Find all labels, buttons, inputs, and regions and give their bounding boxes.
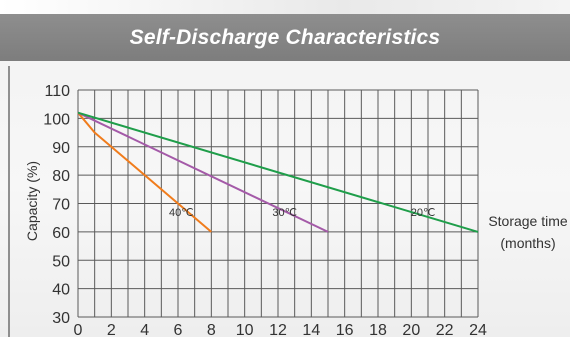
- y-tick-label: 30: [52, 310, 70, 327]
- y-tick-label: 90: [52, 140, 70, 157]
- chart-title: Self-Discharge Characteristics: [129, 25, 441, 49]
- y-tick-label: 50: [52, 253, 70, 270]
- x-tick-label: 24: [469, 322, 487, 337]
- y-tick-label: 40: [52, 282, 70, 299]
- x-axis-label: Storage time: [488, 213, 568, 229]
- page-corner: [0, 0, 570, 14]
- x-axis-unit: (months): [500, 235, 555, 251]
- series-line-40c: [77, 112, 212, 233]
- series-label-20c: 20℃: [411, 207, 436, 219]
- x-tick-label: 10: [236, 322, 254, 337]
- x-tick-label: 0: [74, 322, 83, 337]
- series-label-40c: 40℃: [169, 207, 194, 219]
- y-axis-label: Capacity (%): [24, 161, 40, 241]
- grid: [77, 89, 479, 318]
- title-bar: Self-Discharge Characteristics: [0, 14, 570, 61]
- x-tick-label: 8: [207, 322, 216, 337]
- y-tick-label: 60: [52, 225, 70, 242]
- x-tick-label: 2: [107, 322, 116, 337]
- x-tick-label: 18: [369, 322, 387, 337]
- x-tick-label: 6: [174, 322, 183, 337]
- y-tick-label: 100: [43, 111, 70, 128]
- x-tick-label: 16: [336, 322, 354, 337]
- y-tick-label: 70: [52, 197, 70, 214]
- x-tick-label: 14: [302, 322, 320, 337]
- series-labels: 40℃ 30℃ 20℃: [169, 207, 435, 219]
- x-tick-label: 12: [269, 322, 287, 337]
- series-lines: [77, 111, 479, 233]
- y-tick-labels: 30 40 50 60 70 80 90 100 110: [43, 83, 70, 327]
- series-label-30c: 30℃: [272, 207, 297, 219]
- series-line-20c: [77, 111, 479, 233]
- x-tick-label: 22: [436, 322, 454, 337]
- x-tick-label: 4: [140, 322, 149, 337]
- x-tick-label: 20: [402, 322, 420, 337]
- y-tick-label: 110: [44, 83, 70, 100]
- y-tick-label: 80: [52, 168, 70, 185]
- x-tick-labels: 0 2 4 6 8 10 12 14 16 18 20 22 24: [74, 322, 487, 337]
- series-line-30c: [77, 111, 329, 233]
